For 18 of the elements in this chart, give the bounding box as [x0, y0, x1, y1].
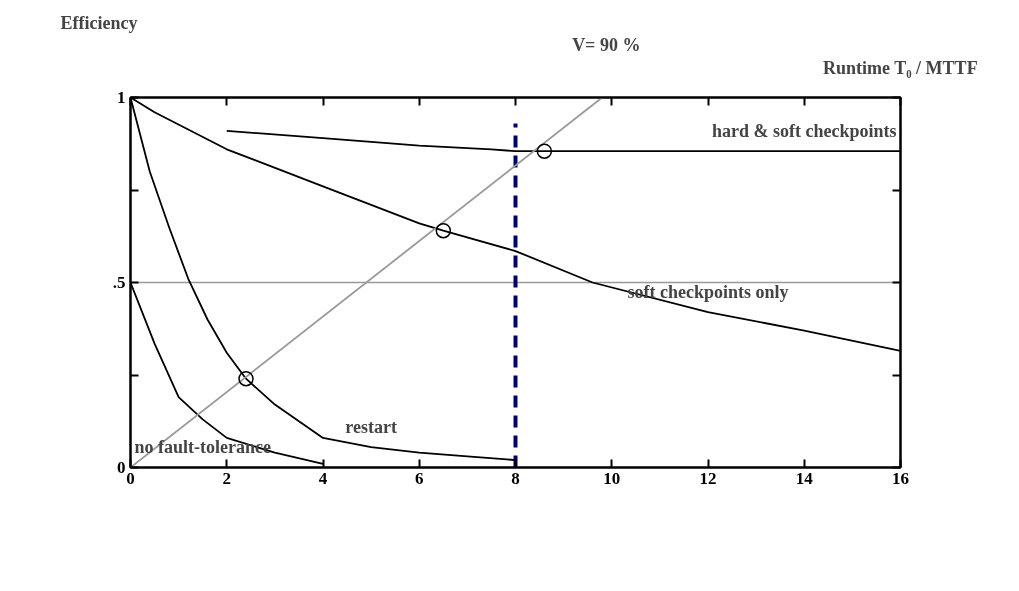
point	[536, 143, 553, 159]
y-axis-title: Efficiency	[60, 12, 138, 33]
x-tick-label: 8	[511, 468, 520, 488]
y-tick-label: .5	[112, 273, 126, 292]
y-tick-label: 1	[117, 88, 126, 107]
x-tick-label: 12	[699, 468, 717, 488]
annotation: hard & soft checkpoints	[712, 121, 897, 142]
annotation: V= 90 %	[572, 34, 641, 55]
point	[238, 370, 254, 387]
x-tick-label: 10	[603, 468, 621, 488]
x-axis-title: Runtime T₀ / MTTF	[823, 57, 978, 78]
x-tick-label: 16	[892, 468, 909, 488]
annotation: restart	[345, 417, 397, 438]
point	[435, 222, 452, 239]
x-tick-label: 2	[222, 468, 231, 488]
x-tick-label: 6	[415, 468, 424, 488]
x-tick-label: 4	[318, 468, 328, 488]
x-tick-label: 14	[795, 468, 814, 488]
